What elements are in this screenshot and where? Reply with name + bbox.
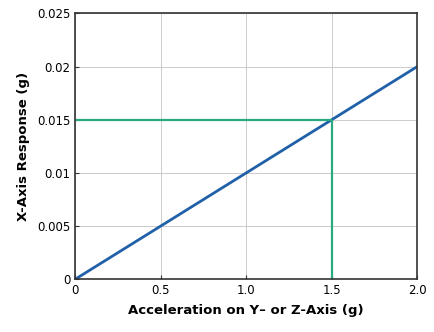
X-axis label: Acceleration on Y– or Z-Axis (g): Acceleration on Y– or Z-Axis (g) (128, 304, 363, 317)
Y-axis label: X-Axis Response (g): X-Axis Response (g) (17, 72, 30, 221)
